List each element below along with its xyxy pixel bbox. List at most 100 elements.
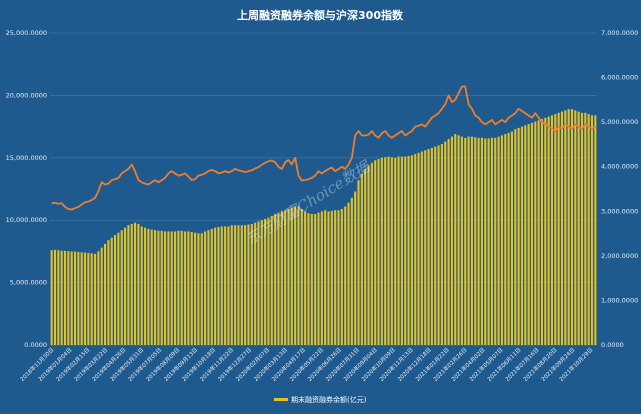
left-tick-label: 15,000.0000 xyxy=(6,154,47,162)
bar xyxy=(324,210,327,345)
bar xyxy=(347,202,350,345)
chart-title: 上周融资融券余额与沪深300指数 xyxy=(237,8,404,22)
bar xyxy=(290,207,293,345)
bar xyxy=(430,147,433,345)
bar xyxy=(374,160,377,345)
bar xyxy=(377,159,380,345)
bar xyxy=(507,132,510,345)
bar xyxy=(384,157,387,345)
bar xyxy=(474,137,477,345)
left-tick-label: 0.0000 xyxy=(24,341,47,349)
bar xyxy=(130,223,133,345)
bar xyxy=(280,211,283,345)
bar xyxy=(260,220,263,345)
bar xyxy=(364,169,367,345)
bar xyxy=(584,112,587,345)
bar xyxy=(140,226,143,345)
bar xyxy=(267,217,270,345)
bar xyxy=(580,112,584,345)
bar xyxy=(60,250,63,345)
bar xyxy=(317,212,320,345)
bar xyxy=(117,232,120,345)
bar xyxy=(544,117,547,345)
bar xyxy=(407,155,410,345)
bar xyxy=(330,210,333,345)
bar xyxy=(97,251,100,345)
bar xyxy=(350,197,353,345)
bar xyxy=(207,230,210,345)
bar xyxy=(314,213,317,345)
right-tick-label: 3,000.0000 xyxy=(601,207,638,215)
bar xyxy=(304,211,307,345)
bar xyxy=(274,213,277,345)
bar xyxy=(110,237,113,345)
legend-label: 期末融资融券余额(亿元) xyxy=(291,395,367,404)
legend: 期末融资融券余额(亿元) xyxy=(274,395,367,404)
bar xyxy=(457,135,460,345)
bar xyxy=(334,210,337,345)
bar xyxy=(297,206,300,345)
bar xyxy=(187,231,190,345)
bar-series xyxy=(50,109,597,346)
bar xyxy=(70,251,73,345)
bar xyxy=(67,251,70,345)
bar xyxy=(264,218,267,345)
bar xyxy=(564,110,567,345)
bar xyxy=(570,109,574,346)
bar xyxy=(190,232,193,345)
bar xyxy=(460,136,463,345)
bar xyxy=(534,121,537,345)
bar xyxy=(83,252,87,345)
bar xyxy=(80,252,83,345)
bar xyxy=(567,109,570,346)
bar xyxy=(410,155,413,345)
bar xyxy=(414,154,417,345)
bar xyxy=(180,230,183,345)
bar xyxy=(477,137,480,345)
bar xyxy=(560,111,564,346)
bar xyxy=(197,233,200,345)
bar xyxy=(217,227,220,345)
line-path xyxy=(51,85,596,211)
bar xyxy=(224,226,227,345)
bar xyxy=(344,206,347,345)
bar xyxy=(124,227,127,345)
bar xyxy=(254,222,257,345)
bar xyxy=(440,144,443,345)
bar xyxy=(227,226,230,345)
bar xyxy=(234,225,237,345)
bar xyxy=(527,124,530,345)
bar xyxy=(437,145,440,345)
bar xyxy=(294,206,297,345)
bar xyxy=(214,227,217,345)
left-axis: 0.0000 5,000.0000 10,000.0000 15,000.0000 20… xyxy=(6,29,47,349)
bar xyxy=(540,119,544,345)
bar xyxy=(444,141,447,345)
bar xyxy=(284,210,287,345)
bar xyxy=(484,138,487,345)
bar xyxy=(340,208,343,345)
bar xyxy=(147,228,150,345)
left-tick-label: 5,000.0000 xyxy=(10,279,47,287)
bar xyxy=(420,151,423,345)
legend-swatch xyxy=(274,398,288,401)
bar xyxy=(320,211,323,345)
bar xyxy=(200,233,203,345)
bar xyxy=(73,251,77,345)
bar xyxy=(204,231,207,345)
bar xyxy=(594,115,597,345)
bar xyxy=(590,115,594,345)
bar xyxy=(127,225,130,345)
bar xyxy=(277,212,280,345)
bar xyxy=(577,111,580,346)
bar xyxy=(134,222,137,345)
bar xyxy=(587,114,590,346)
bar xyxy=(467,136,470,345)
bar xyxy=(390,157,393,345)
bar xyxy=(250,223,253,345)
bar xyxy=(157,230,160,345)
bar xyxy=(154,230,157,345)
bar xyxy=(164,231,167,345)
bar xyxy=(427,149,430,345)
